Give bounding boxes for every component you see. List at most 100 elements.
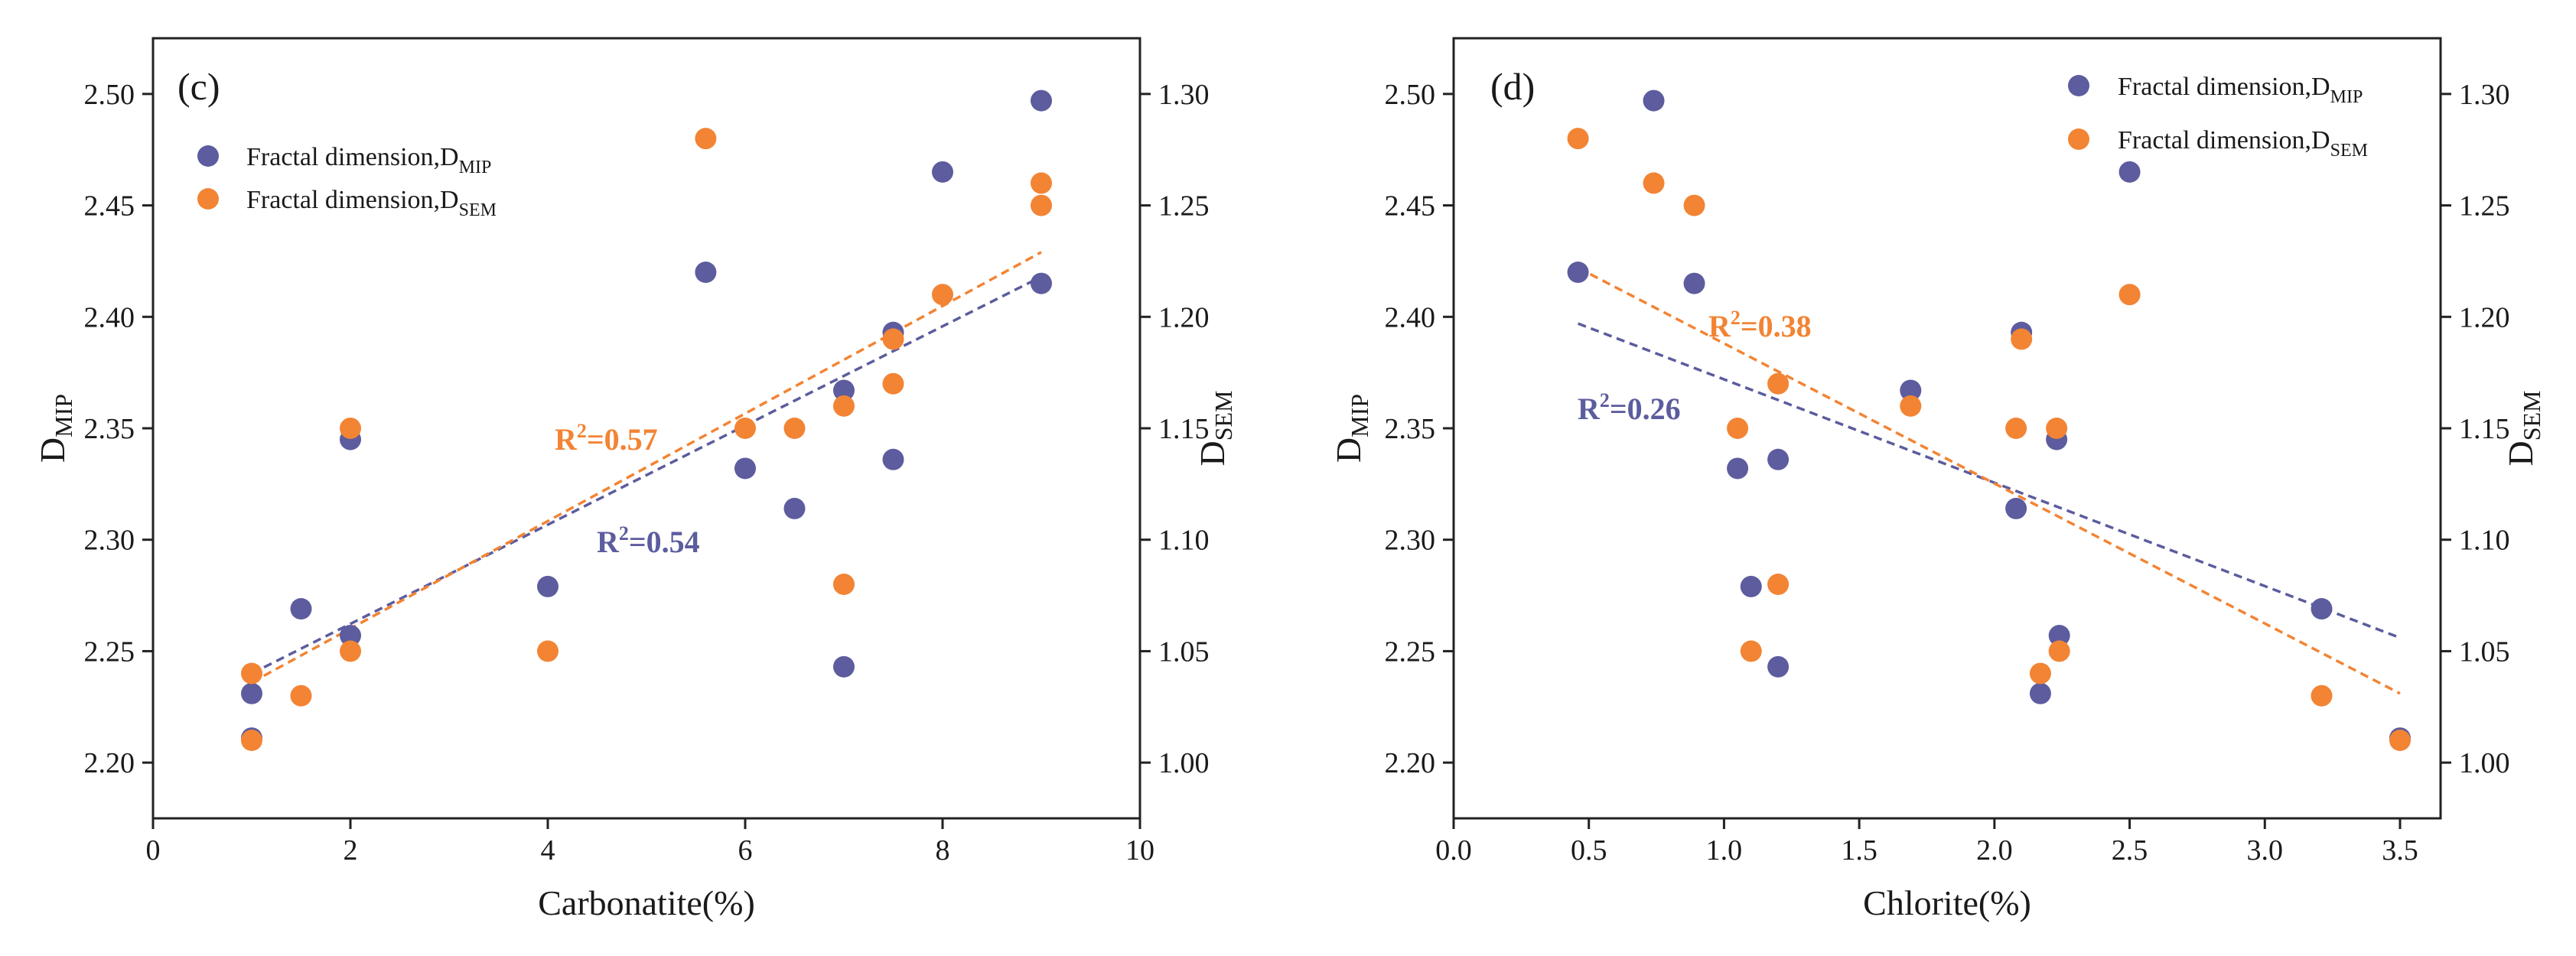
fit-lines-c	[251, 251, 1042, 684]
y-tick-label-left-d: 2.35	[1385, 413, 1436, 445]
data-point-mip-c	[290, 598, 312, 620]
r2-annotation-mip-d: R2=0.26	[1578, 389, 1681, 426]
fit-lines-d	[1577, 266, 2401, 695]
data-point-sem-d	[1767, 574, 1790, 595]
y-tick-label-right-c: 1.25	[1158, 190, 1210, 223]
r2-annotation-sem-c: R2=0.57	[555, 420, 658, 457]
data-point-sem-d	[2048, 640, 2070, 662]
data-point-mip-d	[2005, 497, 2027, 519]
y-tick-label-left-d: 2.50	[1385, 79, 1436, 111]
x-tick-label-d: 3.5	[2382, 834, 2418, 867]
y-tick-label-right-c: 1.15	[1158, 413, 1210, 445]
data-point-sem-d	[2005, 418, 2027, 439]
data-point-sem-d	[1567, 128, 1589, 150]
data-point-sem-c	[932, 284, 953, 306]
r2-annotation-mip-c: R2=0.54	[597, 522, 700, 559]
y-tick-label-right-d: 1.10	[2459, 525, 2510, 557]
y-tick-label-left-d: 2.20	[1385, 747, 1436, 779]
data-point-mip-c	[734, 457, 756, 480]
data-point-mip-c	[833, 655, 855, 678]
y-tick-label-left-d: 2.30	[1385, 525, 1436, 557]
fit-line-sem-c	[251, 251, 1042, 684]
y-tick-label-left-c: 2.25	[84, 636, 135, 668]
data-point-sem-c	[241, 730, 262, 751]
y-tick-label-right-c: 1.05	[1158, 636, 1210, 668]
legend-label-mip-d: Fractal dimension,DMIP	[2118, 73, 2363, 107]
y-axis-label-left-c: DMIP	[33, 394, 77, 463]
data-point-mip-c	[537, 575, 559, 597]
data-point-mip-c	[340, 625, 361, 647]
y-tick-label-right-d: 1.05	[2459, 636, 2510, 668]
data-point-mip-c	[783, 497, 806, 519]
data-point-sem-d	[2118, 284, 2141, 306]
legend-c: Fractal dimension,DMIP Fractal dimension…	[197, 143, 497, 220]
fit-line-mip-c	[251, 275, 1042, 675]
data-point-mip-d	[1727, 457, 1749, 480]
panel-label-d: (d)	[1490, 65, 1535, 108]
chart-panel-d: 0.0 0.5 1.0 1.5 2.0 2.5 3.0 3.5 2.20 2.25 2.30 2.35…	[1329, 37, 2545, 922]
x-axis-label-c: Carbonatite(%)	[538, 883, 755, 922]
data-point-sem-c	[241, 662, 262, 684]
data-point-sem-d	[1767, 372, 1790, 395]
points-c	[241, 89, 1052, 751]
data-point-sem-d	[1727, 418, 1749, 439]
x-tick-label-d: 2.0	[1976, 834, 2013, 867]
data-point-sem-c	[340, 418, 361, 439]
data-point-sem-c	[833, 395, 855, 417]
data-point-sem-d	[2389, 730, 2411, 751]
y-tick-label-right-d: 1.00	[2459, 747, 2510, 779]
points-d	[1567, 89, 2411, 751]
data-point-mip-c	[695, 262, 717, 283]
data-point-mip-d	[1643, 89, 1665, 112]
y-tick-label-right-c: 1.20	[1158, 301, 1210, 333]
legend-marker-sem-d	[2068, 128, 2089, 150]
data-point-sem-c	[882, 372, 904, 395]
y-tick-label-left-c: 2.50	[84, 79, 135, 111]
data-point-mip-d	[1683, 272, 1705, 294]
y-tick-label-left-c: 2.45	[84, 190, 135, 223]
x-tick-label-d: 2.5	[2112, 834, 2148, 867]
data-point-sem-c	[290, 684, 312, 707]
x-tick-label-c: 2	[344, 834, 358, 867]
plot-frame-d	[1452, 37, 2442, 820]
x-tick-label-c: 8	[936, 834, 950, 867]
x-axis-label-d: Chlorite(%)	[1863, 883, 2031, 922]
y-tick-label-right-c: 1.10	[1158, 525, 1210, 557]
data-point-sem-c	[537, 640, 559, 662]
data-point-sem-c	[340, 640, 361, 662]
data-point-sem-d	[1900, 395, 1922, 417]
data-point-mip-c	[882, 448, 904, 470]
r2-annotation-sem-d: R2=0.38	[1708, 307, 1812, 343]
y-tick-label-right-c: 1.00	[1158, 747, 1210, 779]
x-tick-label-c: 0	[146, 834, 161, 867]
data-point-mip-c	[241, 682, 262, 704]
y-tick-label-left-c: 2.30	[84, 525, 135, 557]
legend-marker-mip-c	[197, 145, 219, 167]
data-point-sem-d	[2029, 662, 2051, 684]
x-tick-label-c: 6	[738, 834, 753, 867]
y-tick-label-left-d: 2.25	[1385, 636, 1436, 668]
y-axis-label-left-d: DMIP	[1329, 394, 1373, 463]
y-tick-label-right-d: 1.15	[2459, 413, 2510, 445]
data-point-mip-c	[1031, 272, 1052, 294]
data-point-mip-d	[1567, 262, 1589, 283]
data-point-mip-c	[1031, 89, 1052, 112]
data-point-sem-c	[783, 418, 806, 439]
x-tick-label-d: 3.0	[2247, 834, 2284, 867]
legend-marker-mip-d	[2068, 75, 2089, 96]
y-tick-label-left-c: 2.35	[84, 413, 135, 445]
data-point-sem-c	[1031, 172, 1052, 194]
y-tick-label-right-c: 1.30	[1158, 79, 1210, 111]
legend-label-sem-c: Fractal dimension,DSEM	[246, 186, 497, 220]
x-tick-label-c: 4	[541, 834, 555, 867]
data-point-sem-c	[882, 328, 904, 350]
y-tick-label-right-d: 1.30	[2459, 79, 2510, 111]
legend-d: Fractal dimension,DMIP Fractal dimension…	[2068, 73, 2368, 161]
panel-label-c: (c)	[177, 65, 220, 108]
x-tick-label-d: 1.5	[1841, 834, 1877, 867]
y-tick-label-left-d: 2.40	[1385, 301, 1436, 333]
x-tick-label-d: 1.0	[1706, 834, 1743, 867]
data-point-mip-d	[1767, 655, 1790, 678]
y-tick-label-right-d: 1.25	[2459, 190, 2510, 223]
